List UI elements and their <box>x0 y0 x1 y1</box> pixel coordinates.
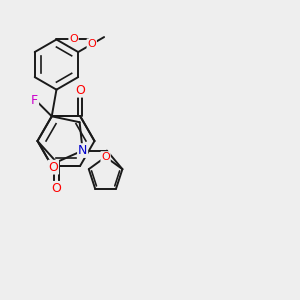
Text: O: O <box>48 161 58 174</box>
Text: F: F <box>31 94 38 107</box>
Text: O: O <box>101 152 110 162</box>
Text: O: O <box>87 39 96 49</box>
Text: O: O <box>69 34 78 44</box>
Text: N: N <box>78 144 87 157</box>
Text: O: O <box>75 84 85 97</box>
Text: O: O <box>52 182 61 195</box>
